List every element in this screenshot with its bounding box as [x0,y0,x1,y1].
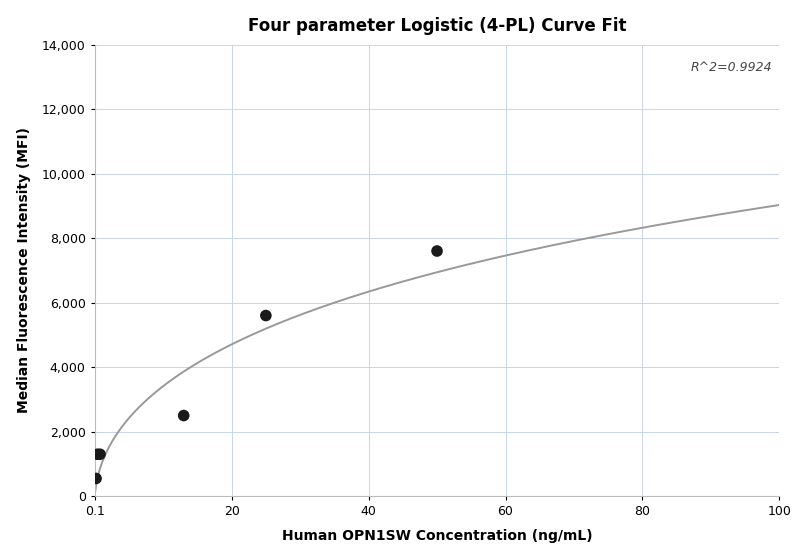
Point [259,311,272,320]
X-axis label: Human OPN1SW Concentration (ng/mL): Human OPN1SW Concentration (ng/mL) [282,529,592,543]
Text: R^2=0.9924: R^2=0.9924 [691,60,772,74]
Point [90,450,103,459]
Point [177,411,190,420]
Point [94,450,107,459]
Point [90,474,103,483]
Point [431,246,444,255]
Title: Four parameter Logistic (4-PL) Curve Fit: Four parameter Logistic (4-PL) Curve Fit [248,17,626,35]
Y-axis label: Median Fluorescence Intensity (MFI): Median Fluorescence Intensity (MFI) [17,127,31,413]
